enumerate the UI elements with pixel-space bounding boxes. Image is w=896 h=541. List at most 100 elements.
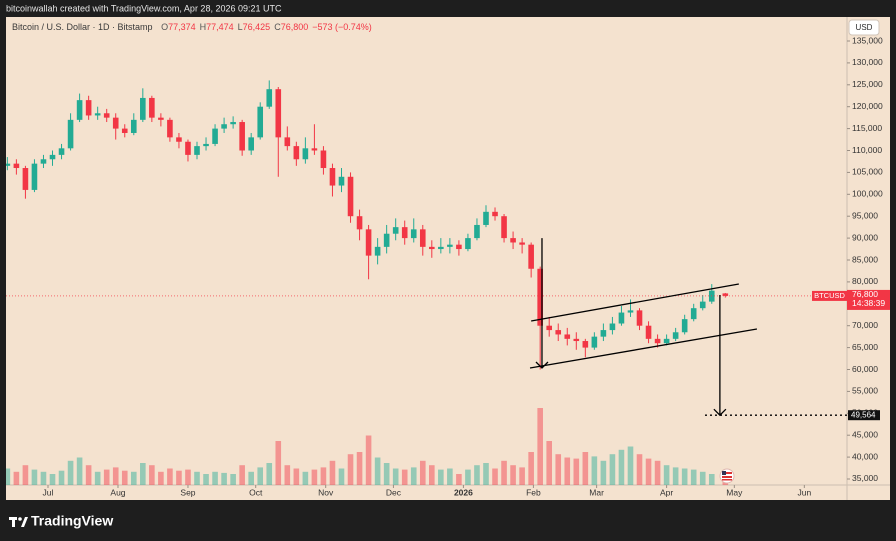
x-tick-label: 2026 <box>454 487 473 497</box>
currency-button[interactable] <box>848 19 880 36</box>
x-tick-label: May <box>726 487 743 497</box>
volume-bar <box>537 408 543 485</box>
candle-body <box>564 334 571 339</box>
credit: bitcoinwallah created with TradingView.c… <box>6 3 282 13</box>
candle-body <box>365 229 372 256</box>
volume-bar <box>85 465 92 485</box>
y-tick-label: 60,000 <box>852 364 878 374</box>
axes: 35,00040,00045,00050,00055,00060,00065,0… <box>43 35 890 497</box>
volume-bar <box>329 460 336 485</box>
volume-bar <box>365 435 372 485</box>
x-tick-label: Apr <box>660 487 673 497</box>
candle-body <box>636 310 643 326</box>
volume-bar <box>681 468 688 485</box>
y-tick-label: 120,000 <box>852 101 883 111</box>
candle-body <box>6 163 11 166</box>
volume-bar <box>690 469 697 485</box>
candle-body <box>600 330 607 337</box>
candle-body <box>121 128 128 133</box>
x-tick-label: Jun <box>797 487 811 497</box>
ohlc-value: 77,374 <box>168 22 196 32</box>
volume-bar <box>627 446 634 485</box>
volume-bar <box>49 474 56 485</box>
volume-bar <box>564 457 571 485</box>
channel-line <box>529 328 758 369</box>
y-tick-label: 90,000 <box>852 232 878 242</box>
price-tag-label: 76,800 <box>852 289 878 299</box>
volume-bar <box>176 470 182 485</box>
candle-body <box>257 106 264 138</box>
x-tick-label: Aug <box>110 487 125 497</box>
volume-bar <box>158 471 164 485</box>
volume-bar <box>654 460 661 485</box>
volume-bar <box>230 474 236 485</box>
candle-body <box>654 338 661 344</box>
countdown: 14:38:39 <box>852 298 885 308</box>
candle-body <box>501 216 507 239</box>
currency[interactable]: USD <box>856 23 873 32</box>
volume-bar <box>392 468 399 485</box>
candle-body <box>672 332 679 339</box>
y-tick-label: 65,000 <box>852 342 878 352</box>
volume-bar <box>573 458 580 485</box>
candle-body <box>140 97 146 120</box>
ohlc-label: O <box>161 22 168 32</box>
ohlc-value: 76,800 <box>281 22 309 32</box>
volume-bar <box>338 468 345 485</box>
flag-stripe <box>722 472 732 474</box>
y-tick-label: 135,000 <box>852 35 883 45</box>
volume-bar <box>284 465 291 485</box>
candle-body <box>158 117 164 120</box>
candle-body <box>284 137 291 147</box>
volume-bar <box>248 471 254 485</box>
candle-body <box>94 113 101 116</box>
volume-bar <box>167 468 173 485</box>
volume-bar <box>112 467 119 485</box>
candle-body <box>429 246 435 250</box>
volume-bar <box>149 465 155 485</box>
y-tick-label: 80,000 <box>852 276 878 286</box>
volume-bar <box>266 463 273 485</box>
candle-body <box>699 301 706 309</box>
volume-bar <box>374 457 381 485</box>
candle-body <box>645 325 652 339</box>
volume-bar <box>429 465 435 485</box>
candle-body <box>582 341 589 348</box>
volume-bar <box>645 458 652 485</box>
y-tick-label: 125,000 <box>852 79 883 89</box>
candle-body <box>609 323 616 331</box>
candle-body <box>483 211 489 225</box>
candle-body <box>203 143 209 147</box>
candle-body <box>40 159 47 164</box>
volume-bar <box>94 471 101 485</box>
candle-body <box>302 148 309 160</box>
x-tick-label: Oct <box>249 487 263 497</box>
candle-body <box>293 146 300 160</box>
volume-bar <box>492 468 498 485</box>
candle-body <box>347 176 354 217</box>
candle-body <box>103 113 110 118</box>
flag-icon <box>719 468 735 484</box>
volume-bar <box>58 470 65 485</box>
candle-body <box>510 238 516 243</box>
volume-bar <box>239 465 245 485</box>
ohlc-label: H <box>200 22 207 32</box>
candle-body <box>329 168 336 186</box>
volume-bar <box>591 456 598 485</box>
candle-body <box>401 227 408 239</box>
volume-bar <box>474 465 480 485</box>
y-tick-label: 55,000 <box>852 386 878 396</box>
volume-bar <box>555 454 562 485</box>
volume-bar <box>121 470 128 485</box>
candle-body <box>546 325 553 331</box>
candle-body <box>85 100 92 116</box>
y-tick-label: 45,000 <box>852 429 878 439</box>
volume-bar <box>257 467 264 485</box>
volume-bar <box>67 460 74 485</box>
volume-bar <box>194 471 200 485</box>
candle-body <box>410 229 417 239</box>
candle-body <box>248 137 254 151</box>
candle-body <box>239 122 245 151</box>
candle-body <box>392 227 399 234</box>
volume-bar <box>275 441 282 485</box>
